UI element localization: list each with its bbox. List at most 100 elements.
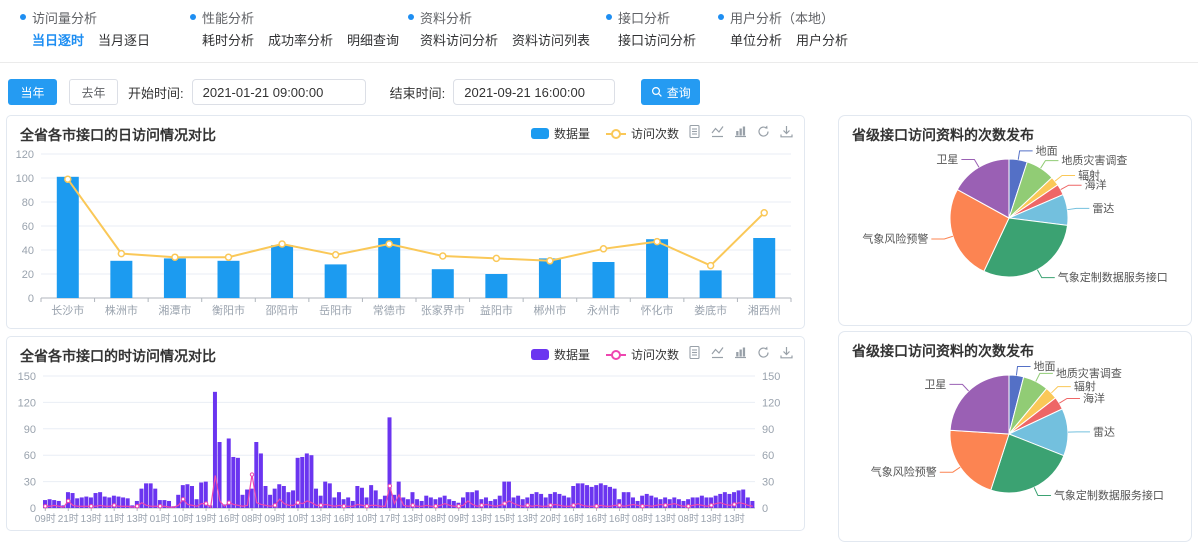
- start-time-input[interactable]: [192, 79, 366, 105]
- svg-text:邵阳市: 邵阳市: [266, 303, 299, 317]
- svg-text:常德市: 常德市: [373, 303, 406, 317]
- nav-group-0: 访问量分析当日逐时当月逐日: [20, 8, 190, 58]
- line-swatch-icon: [606, 350, 626, 360]
- restore-icon[interactable]: [756, 345, 771, 360]
- nav-item-耗时分析[interactable]: 耗时分析: [202, 30, 254, 49]
- svg-text:60: 60: [22, 221, 34, 233]
- data-view-icon[interactable]: [687, 124, 702, 139]
- svg-text:永州市: 永州市: [587, 303, 620, 317]
- nav-item-单位分析[interactable]: 单位分析: [730, 30, 782, 49]
- svg-text:张家界市: 张家界市: [421, 303, 465, 317]
- svg-text:10时: 10时: [287, 513, 308, 525]
- hourly-chart-title: 全省各市接口的时访问情况对比: [20, 346, 216, 366]
- restore-icon[interactable]: [756, 124, 771, 139]
- chart-toolbox: [687, 345, 794, 360]
- svg-text:海洋: 海洋: [1085, 178, 1107, 192]
- svg-text:0: 0: [762, 503, 768, 515]
- data-view-icon[interactable]: [687, 345, 702, 360]
- svg-text:地面: 地面: [1034, 360, 1056, 373]
- line-swatch-icon: [606, 129, 626, 139]
- start-time-label: 开始时间:: [128, 83, 184, 102]
- nav-group-title: 访问量分析: [32, 8, 97, 27]
- bar-chart-icon[interactable]: [733, 345, 748, 360]
- svg-text:13时: 13时: [701, 513, 722, 525]
- svg-text:益阳市: 益阳市: [480, 303, 513, 317]
- svg-text:13时: 13时: [471, 513, 492, 525]
- svg-text:衡阳市: 衡阳市: [212, 303, 245, 317]
- svg-text:120: 120: [762, 397, 780, 409]
- svg-text:01时: 01时: [150, 513, 171, 525]
- svg-text:17时: 17时: [379, 513, 400, 525]
- nav-group-title: 性能分析: [202, 8, 254, 27]
- svg-text:13时: 13时: [127, 513, 148, 525]
- nav-item-当日逐时[interactable]: 当日逐时: [32, 30, 84, 49]
- svg-text:气象定制数据服务接口: 气象定制数据服务接口: [1054, 488, 1164, 502]
- nav-item-资料访问分析[interactable]: 资料访问分析: [420, 30, 498, 49]
- svg-text:雷达: 雷达: [1092, 202, 1114, 215]
- download-icon[interactable]: [779, 345, 794, 360]
- hourly-chart-legend: 数据量 访问次数: [531, 346, 679, 363]
- svg-text:10时: 10时: [173, 513, 194, 525]
- province-pie-card-top: 省级接口访问资料的次数发布 地面地质灾害调查辐射海洋雷达气象定制数据服务接口气象…: [838, 115, 1192, 326]
- legend-item-data-volume[interactable]: 数据量: [531, 125, 590, 142]
- legend-label: 数据量: [554, 346, 590, 363]
- line-chart-icon[interactable]: [710, 345, 725, 360]
- svg-text:90: 90: [762, 424, 774, 436]
- svg-text:60: 60: [24, 450, 36, 462]
- svg-text:0: 0: [28, 293, 34, 305]
- nav-item-成功率分析[interactable]: 成功率分析: [268, 30, 333, 49]
- legend-item-data-volume[interactable]: 数据量: [531, 346, 590, 363]
- svg-text:13时: 13时: [310, 513, 331, 525]
- legend-label: 访问次数: [631, 346, 679, 363]
- legend-item-visit-count[interactable]: 访问次数: [606, 125, 679, 142]
- end-time-input[interactable]: [453, 79, 615, 105]
- nav-item-接口访问分析[interactable]: 接口访问分析: [618, 30, 696, 49]
- svg-text:湘西州: 湘西州: [748, 303, 781, 317]
- hourly-bar-line-chart[interactable]: 0030306060909012012015015009时21时13时11时13…: [7, 372, 804, 530]
- svg-text:150: 150: [18, 372, 36, 383]
- svg-text:09时: 09时: [448, 513, 469, 525]
- nav-item-当月逐日[interactable]: 当月逐日: [98, 30, 150, 49]
- end-time-label: 结束时间:: [390, 83, 446, 102]
- svg-text:卫星: 卫星: [924, 378, 946, 391]
- nav-item-资料访问列表[interactable]: 资料访问列表: [512, 30, 590, 49]
- svg-text:地质灾害调查: 地质灾害调查: [1056, 366, 1122, 380]
- svg-text:16时: 16时: [609, 513, 630, 525]
- search-button-label: 查询: [667, 84, 691, 101]
- svg-text:30: 30: [762, 477, 774, 489]
- nav-group-1: 性能分析耗时分析成功率分析明细查询: [190, 8, 408, 58]
- nav-bullet-icon: [606, 14, 612, 20]
- legend-label: 数据量: [554, 125, 590, 142]
- svg-text:气象风险预警: 气象风险预警: [871, 465, 937, 479]
- svg-text:20时: 20时: [540, 513, 561, 525]
- province-access-pie-chart[interactable]: 地面地质灾害调查辐射海洋雷达气象定制数据服务接口气象风险预警卫星: [839, 332, 1191, 541]
- nav-bullet-icon: [408, 14, 414, 20]
- legend-item-visit-count[interactable]: 访问次数: [606, 346, 679, 363]
- nav-group-title: 接口分析: [618, 8, 670, 27]
- filter-bar: 当年 去年 开始时间: 结束时间: 查询: [8, 78, 700, 106]
- last-year-button[interactable]: 去年: [69, 79, 118, 105]
- svg-text:16时: 16时: [586, 513, 607, 525]
- nav-item-用户分析[interactable]: 用户分析: [796, 30, 848, 49]
- bar-swatch-icon: [531, 128, 549, 139]
- line-chart-icon[interactable]: [710, 124, 725, 139]
- download-icon[interactable]: [779, 124, 794, 139]
- svg-text:雷达: 雷达: [1093, 425, 1115, 438]
- svg-text:海洋: 海洋: [1083, 391, 1105, 405]
- svg-text:09时: 09时: [35, 513, 56, 525]
- search-button[interactable]: 查询: [641, 79, 700, 105]
- svg-text:08时: 08时: [632, 513, 653, 525]
- svg-text:怀化市: 怀化市: [641, 303, 674, 317]
- nav-divider: [0, 62, 1198, 63]
- daily-bar-line-chart[interactable]: 020406080100120长沙市株洲市湘潭市衡阳市邵阳市岳阳市常德市张家界市…: [7, 148, 804, 328]
- svg-text:长沙市: 长沙市: [51, 303, 84, 317]
- this-year-button[interactable]: 当年: [8, 79, 57, 105]
- bar-chart-icon[interactable]: [733, 124, 748, 139]
- svg-text:湘潭市: 湘潭市: [158, 303, 191, 317]
- svg-text:80: 80: [22, 197, 34, 209]
- nav-item-明细查询[interactable]: 明细查询: [347, 30, 399, 49]
- svg-text:08时: 08时: [678, 513, 699, 525]
- province-access-pie-chart[interactable]: 地面地质灾害调查辐射海洋雷达气象定制数据服务接口气象风险预警卫星: [839, 116, 1191, 325]
- svg-text:120: 120: [18, 397, 36, 409]
- daily-access-chart-card: 全省各市接口的日访问情况对比 数据量 访问次数 020406080100120长…: [6, 115, 805, 329]
